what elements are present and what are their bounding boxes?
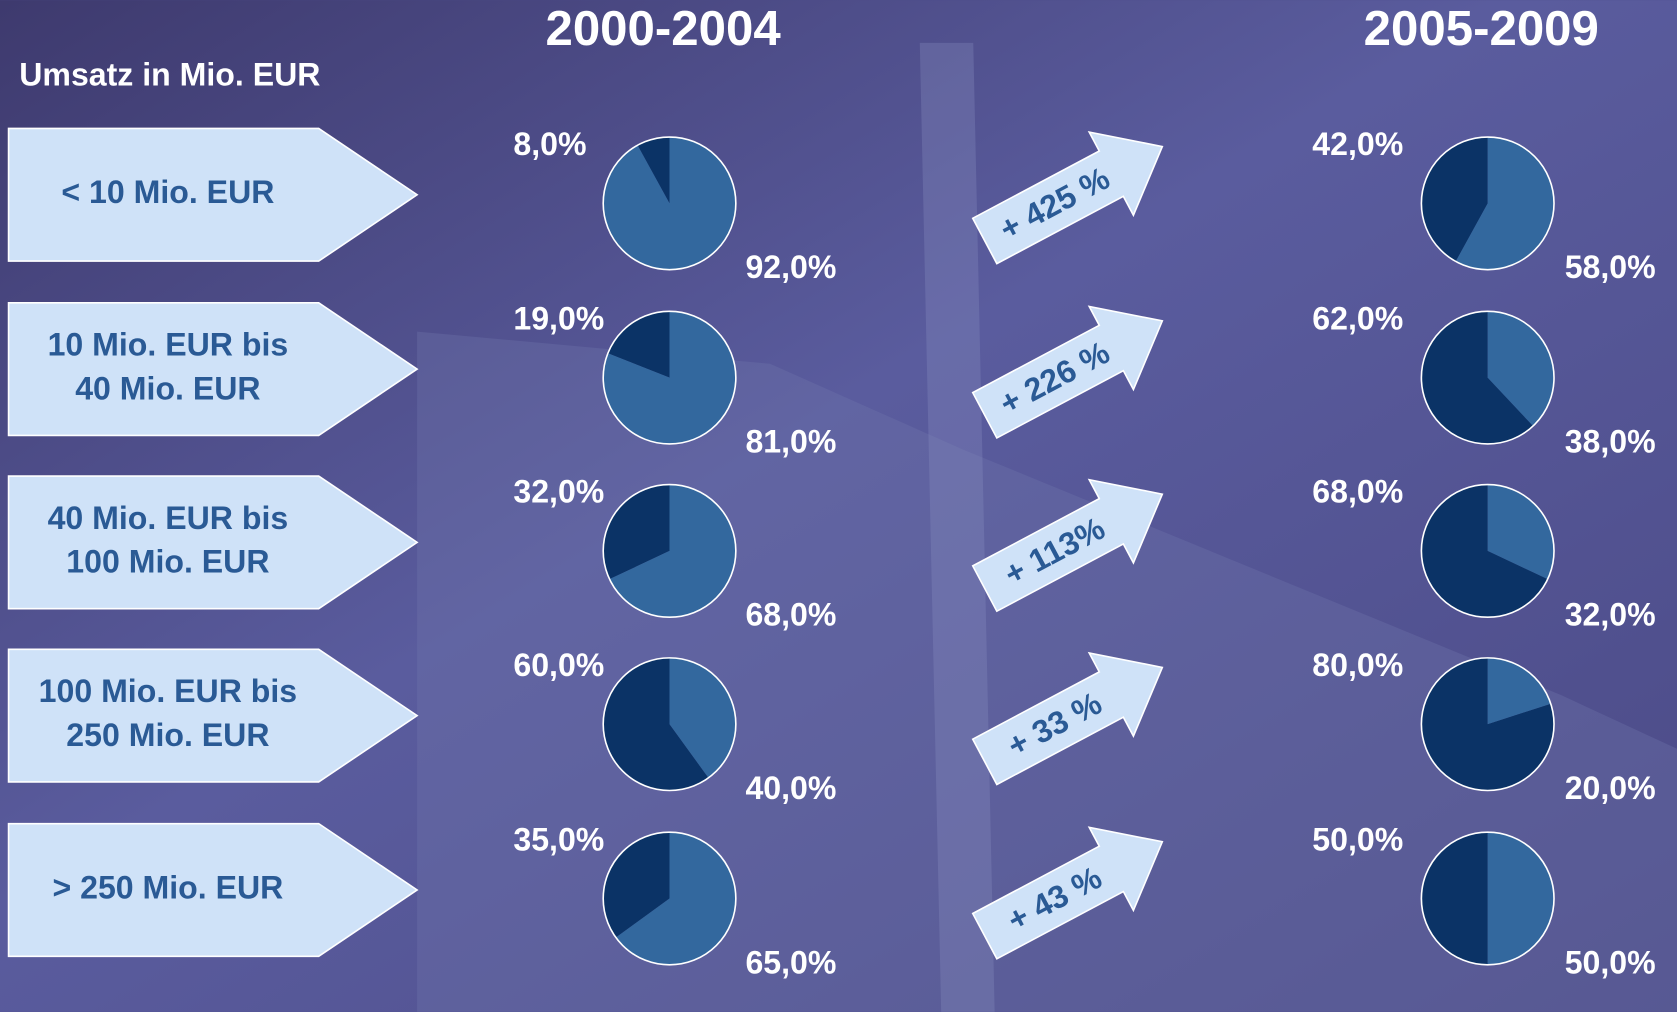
value-label: 92,0% [745, 249, 836, 285]
category-label: 10 Mio. EUR bis [48, 327, 289, 363]
value-label: 8,0% [513, 126, 586, 162]
value-label: 58,0% [1565, 249, 1656, 285]
category-label: > 250 Mio. EUR [52, 869, 283, 905]
value-label: 20,0% [1565, 770, 1656, 806]
value-label: 68,0% [745, 597, 836, 633]
period-heading: 2005-2009 [1364, 1, 1599, 56]
value-label: 19,0% [513, 300, 604, 336]
value-label: 32,0% [1565, 597, 1656, 633]
value-label: 38,0% [1565, 423, 1656, 459]
value-label: 81,0% [745, 423, 836, 459]
chart: Umsatz in Mio. EUR 2000-2004 2005-2009 <… [0, 0, 1677, 1012]
value-label: 35,0% [513, 821, 604, 857]
value-label: 80,0% [1312, 647, 1403, 683]
value-label: 62,0% [1312, 300, 1403, 336]
value-label: 68,0% [1312, 474, 1403, 510]
value-label: 42,0% [1312, 126, 1403, 162]
value-label: 50,0% [1565, 944, 1656, 980]
value-label: 65,0% [745, 944, 836, 980]
value-label: 32,0% [513, 474, 604, 510]
chart-title: Umsatz in Mio. EUR [19, 57, 320, 93]
category-label: 100 Mio. EUR [66, 544, 269, 580]
value-label: 60,0% [513, 647, 604, 683]
category-label: 100 Mio. EUR bis [39, 673, 297, 709]
value-label: 40,0% [745, 770, 836, 806]
page: {"title": "Umsatz in Mio. EUR", "periods… [0, 0, 1677, 1012]
period-heading: 2000-2004 [545, 1, 781, 56]
value-label: 50,0% [1312, 821, 1403, 857]
category-label: 40 Mio. EUR bis [48, 500, 289, 536]
category-label: 250 Mio. EUR [66, 717, 269, 753]
category-label: 40 Mio. EUR [75, 370, 260, 406]
category-label: < 10 Mio. EUR [61, 174, 274, 210]
